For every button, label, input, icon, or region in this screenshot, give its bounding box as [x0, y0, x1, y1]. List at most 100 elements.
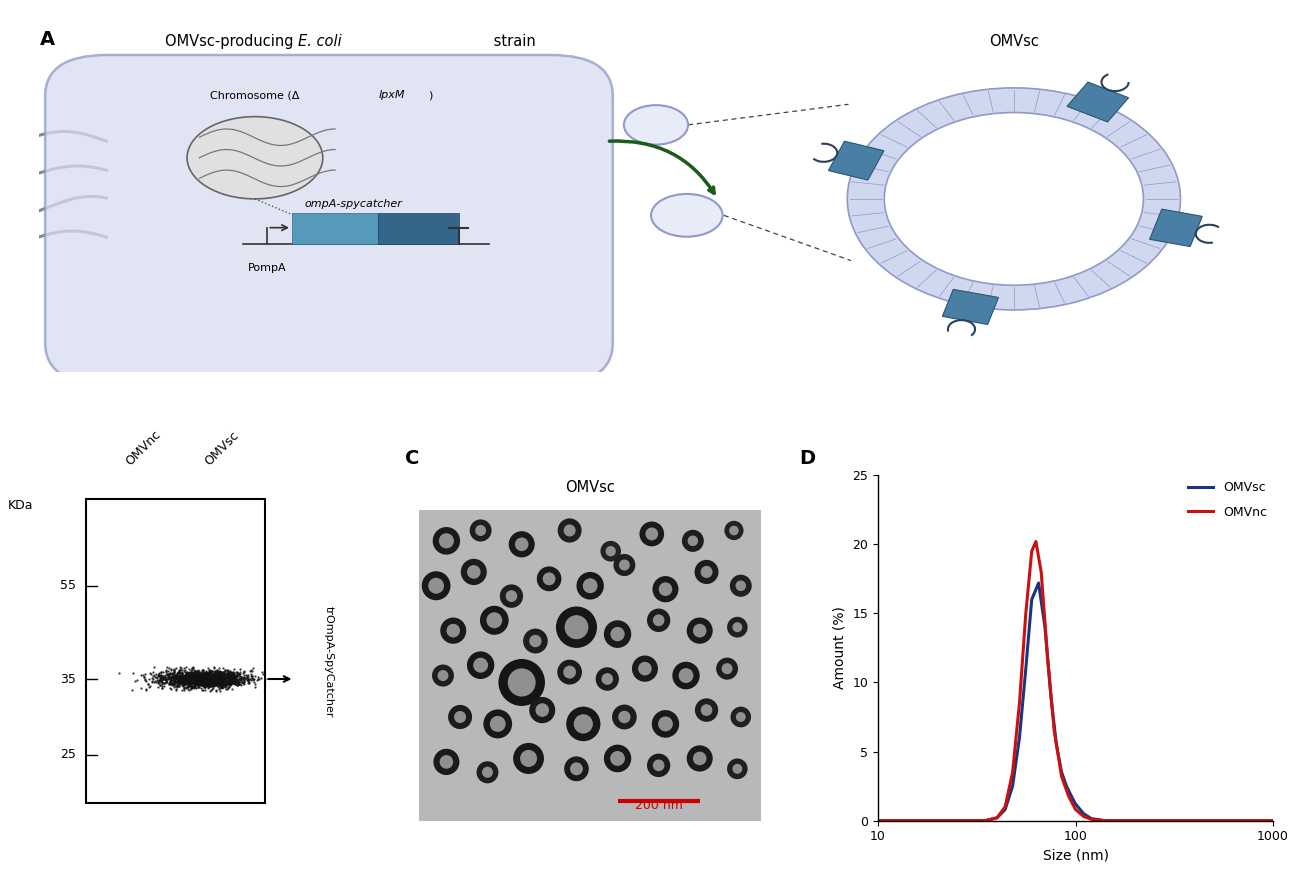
Point [182, 675, 203, 689]
Point [231, 676, 252, 690]
Point [164, 665, 184, 679]
Point [171, 676, 192, 690]
OMVsc [978, 815, 994, 826]
Point [182, 663, 203, 677]
Circle shape [447, 624, 460, 637]
Point [174, 681, 195, 695]
Point [217, 669, 238, 683]
Point [199, 663, 220, 677]
Point [196, 666, 217, 680]
Point [207, 674, 227, 688]
Point [174, 679, 195, 693]
Point [231, 672, 252, 686]
Point [204, 668, 225, 682]
Point [160, 677, 181, 691]
Point [236, 672, 257, 686]
Point [166, 680, 187, 694]
OMVnc [1024, 546, 1039, 556]
Point [210, 668, 231, 682]
Point [168, 670, 188, 684]
Point [207, 678, 227, 692]
Point [181, 677, 201, 691]
Point [156, 673, 177, 687]
Point [166, 673, 187, 687]
Circle shape [600, 541, 621, 561]
Point [199, 665, 220, 679]
Point [218, 677, 239, 691]
Point [175, 676, 196, 690]
Circle shape [483, 710, 512, 739]
Point [222, 667, 243, 681]
Point [196, 673, 217, 687]
Point [184, 677, 205, 691]
Point [179, 677, 200, 691]
Point [190, 673, 210, 687]
Point [195, 680, 216, 694]
Point [191, 670, 212, 684]
Point [197, 674, 218, 688]
Point [209, 666, 230, 680]
Ellipse shape [187, 117, 322, 199]
Point [207, 672, 227, 686]
Point [203, 675, 223, 689]
Point [218, 668, 239, 682]
Point [188, 680, 209, 694]
Point [186, 672, 207, 686]
Point [214, 670, 235, 684]
Point [218, 669, 239, 683]
Point [194, 666, 214, 680]
Circle shape [570, 762, 583, 775]
Point [225, 676, 246, 690]
Point [233, 666, 253, 680]
Point [170, 671, 191, 685]
Point [181, 680, 201, 694]
Point [213, 670, 234, 684]
Point [226, 670, 247, 684]
Point [221, 672, 242, 686]
Point [178, 675, 199, 689]
Point [171, 666, 192, 680]
Point [178, 670, 199, 684]
Point [251, 671, 271, 685]
Point [197, 679, 218, 693]
Point [225, 670, 246, 684]
Point [210, 677, 231, 691]
Point [235, 671, 256, 685]
Point [203, 675, 223, 689]
Point [207, 667, 227, 681]
Point [225, 670, 246, 684]
Text: E. coli: E. coli [297, 34, 342, 50]
OMVnc [989, 813, 1004, 823]
Point [186, 665, 207, 679]
Point [188, 677, 209, 691]
Point [192, 670, 213, 684]
Point [220, 678, 240, 692]
Point [244, 680, 265, 694]
Point [220, 673, 240, 687]
Point [208, 661, 229, 675]
OMVnc [1163, 815, 1178, 826]
Point [197, 670, 218, 684]
Point [197, 681, 218, 695]
Point [227, 675, 248, 689]
Circle shape [557, 660, 582, 684]
Point [200, 670, 221, 684]
Legend: OMVsc, OMVnc: OMVsc, OMVnc [1187, 482, 1267, 519]
Point [220, 676, 240, 690]
Point [210, 674, 231, 688]
Point [196, 669, 217, 683]
Point [205, 673, 226, 687]
Point [214, 667, 235, 681]
Circle shape [439, 533, 453, 548]
Point [201, 675, 222, 689]
Point [187, 668, 208, 682]
Point [238, 668, 259, 682]
Text: trOmpA-SpyCatcher: trOmpA-SpyCatcher [323, 606, 334, 718]
Point [212, 670, 233, 684]
Point [225, 674, 246, 688]
Point [161, 668, 182, 682]
Point [216, 675, 236, 689]
Point [182, 675, 203, 689]
Point [170, 674, 191, 688]
Point [200, 674, 221, 688]
